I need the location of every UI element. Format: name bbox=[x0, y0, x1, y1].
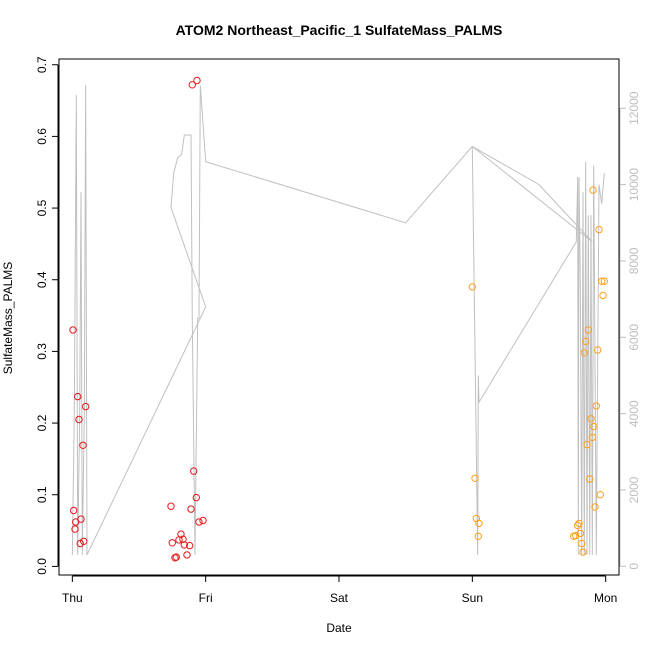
data-point bbox=[187, 505, 195, 513]
data-point bbox=[574, 521, 582, 530]
data-point bbox=[186, 541, 194, 550]
x-tick-label: Sat bbox=[330, 591, 349, 605]
data-point bbox=[183, 551, 191, 559]
y-axis-label: SulfateMass_PALMS bbox=[1, 262, 15, 375]
data-point bbox=[167, 502, 175, 510]
data-point bbox=[584, 326, 592, 334]
data-point bbox=[576, 529, 584, 538]
chart-title: ATOM2 Northeast_Pacific_1 SulfateMass_PA… bbox=[176, 22, 503, 38]
y2-tick-label: 10000 bbox=[627, 168, 641, 202]
data-point bbox=[195, 518, 203, 526]
points-layer bbox=[69, 76, 608, 562]
data-point bbox=[74, 392, 82, 401]
data-point bbox=[596, 491, 604, 499]
data-point bbox=[180, 541, 189, 549]
data-point bbox=[475, 519, 483, 528]
altitude-line bbox=[71, 85, 605, 556]
data-point bbox=[599, 291, 607, 300]
plot-frame bbox=[58, 58, 620, 576]
data-point bbox=[79, 441, 87, 449]
x-tick-label: Thu bbox=[62, 591, 83, 605]
y-tick-label: 0.5 bbox=[35, 199, 49, 216]
x-axis-label: Date bbox=[326, 621, 352, 635]
data-point bbox=[591, 503, 599, 511]
data-point bbox=[193, 76, 201, 85]
y-tick-label: 0.3 bbox=[35, 343, 49, 360]
data-point bbox=[69, 326, 77, 334]
data-point bbox=[595, 225, 603, 234]
data-point bbox=[168, 539, 177, 547]
x-tick-label: Mon bbox=[594, 591, 617, 605]
data-point bbox=[80, 537, 88, 545]
data-point bbox=[578, 539, 586, 548]
data-point bbox=[598, 277, 606, 285]
y2-tick-label: 12000 bbox=[627, 91, 641, 125]
y2-tick-label: 0 bbox=[627, 563, 641, 570]
data-point bbox=[582, 337, 590, 346]
axes-layer: Thu Fri Sat Sun Mon 0.0 0.1 0.2 0.3 0.4 0.5 0.6 0.7 0… bbox=[35, 56, 641, 605]
data-point bbox=[583, 440, 591, 449]
data-point bbox=[172, 553, 181, 561]
altitude-line-layer bbox=[71, 85, 605, 556]
y-tick-label: 0.7 bbox=[35, 56, 49, 73]
data-point bbox=[177, 530, 185, 538]
data-point bbox=[589, 186, 597, 194]
data-point bbox=[580, 349, 588, 357]
y-tick-label: 0.2 bbox=[35, 414, 49, 431]
data-point bbox=[474, 532, 482, 540]
data-point bbox=[468, 283, 476, 291]
x-tick-label: Fri bbox=[199, 591, 213, 605]
data-point bbox=[579, 548, 587, 556]
y-tick-label: 0.0 bbox=[35, 558, 49, 575]
data-point bbox=[590, 422, 598, 431]
x-tick-label: Sun bbox=[462, 591, 483, 605]
y2-tick-label: 4000 bbox=[627, 400, 641, 427]
y-tick-label: 0.6 bbox=[35, 128, 49, 145]
data-point bbox=[75, 415, 83, 424]
data-point bbox=[71, 525, 79, 533]
data-point bbox=[572, 531, 580, 540]
data-point bbox=[594, 346, 602, 354]
data-point bbox=[600, 277, 608, 285]
data-point bbox=[82, 402, 90, 411]
data-point bbox=[471, 474, 479, 482]
data-point bbox=[70, 506, 78, 515]
y2-tick-label: 6000 bbox=[627, 324, 641, 351]
y2-tick-label: 8000 bbox=[627, 247, 641, 274]
data-point bbox=[588, 433, 596, 442]
data-point bbox=[188, 81, 197, 89]
y-tick-label: 0.4 bbox=[35, 271, 49, 288]
data-point bbox=[190, 467, 198, 475]
data-point bbox=[192, 493, 201, 502]
data-point bbox=[587, 415, 595, 423]
data-point bbox=[199, 516, 207, 525]
data-point bbox=[586, 475, 594, 483]
data-point bbox=[77, 515, 85, 523]
y-tick-label: 0.1 bbox=[35, 486, 49, 503]
y2-tick-label: 2000 bbox=[627, 476, 641, 503]
data-point bbox=[592, 402, 600, 410]
data-point bbox=[575, 519, 583, 528]
